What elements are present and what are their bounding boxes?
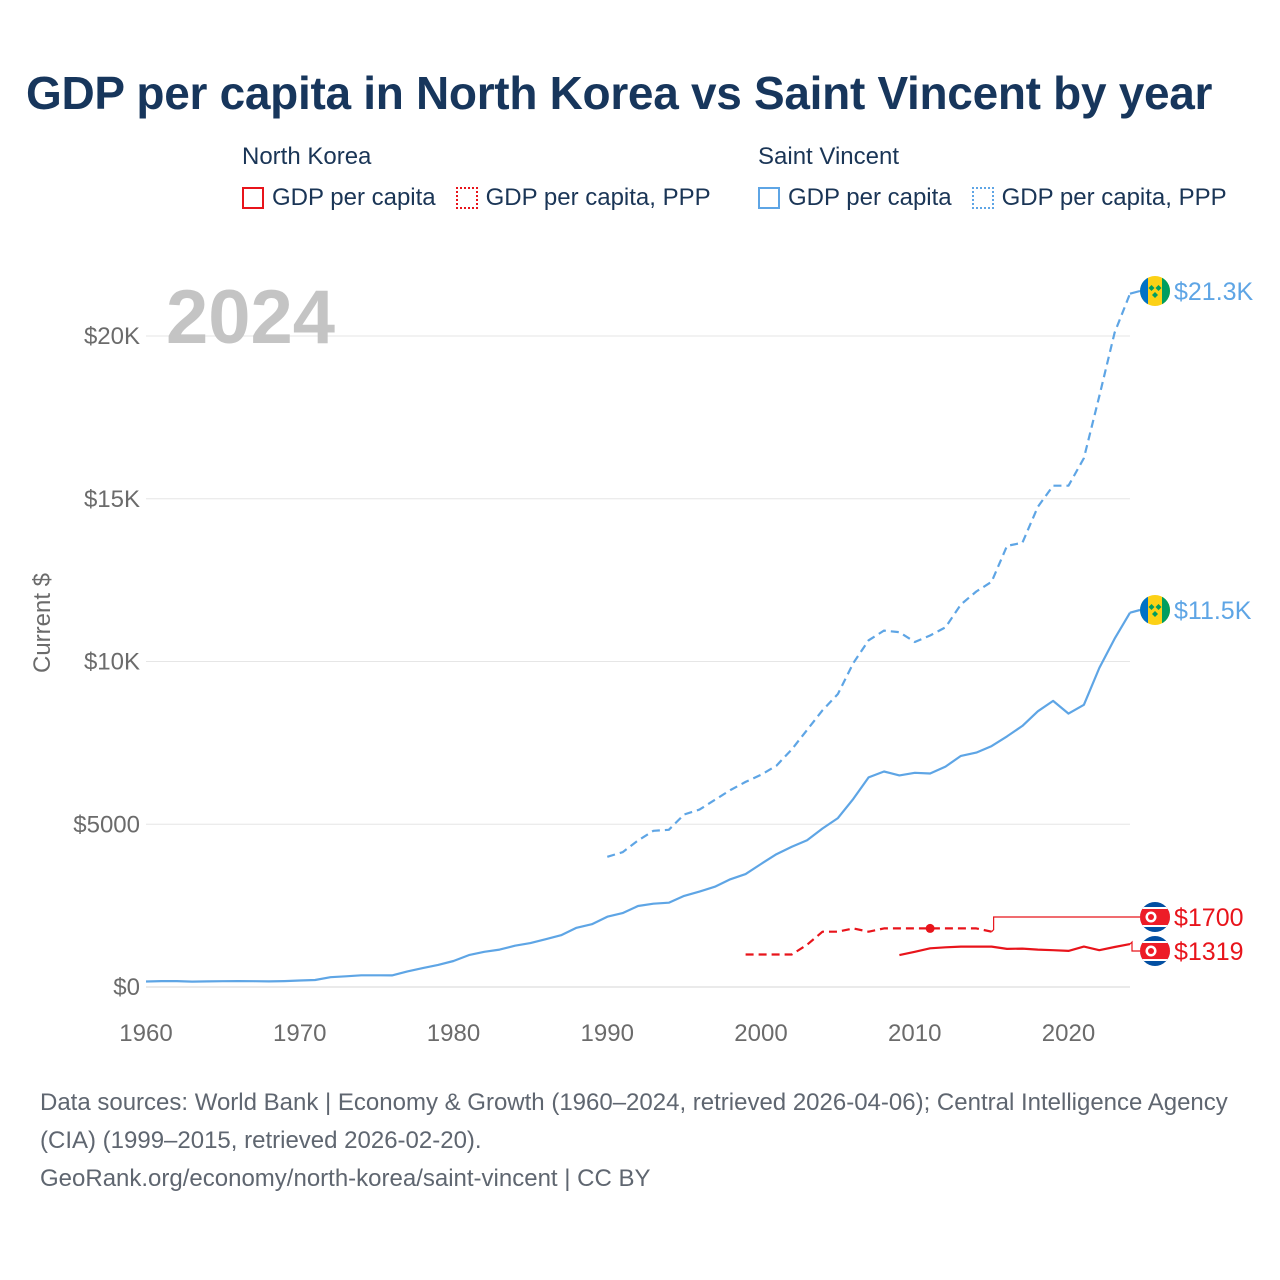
end-value-label: $1319 bbox=[1174, 938, 1244, 966]
end-value-label: $21.3K bbox=[1174, 278, 1254, 306]
legend-swatch-solid-icon bbox=[242, 187, 264, 209]
y-tick-label: $5000 bbox=[73, 811, 140, 838]
legend-swatch-solid-icon bbox=[758, 187, 780, 209]
x-tick-label: 2010 bbox=[888, 1020, 941, 1047]
y-tick-label: $10K bbox=[84, 649, 140, 676]
y-tick-label: $0 bbox=[113, 974, 140, 1001]
legend-swatch-dotted-icon bbox=[455, 187, 478, 209]
x-tick-label: 1960 bbox=[119, 1020, 172, 1047]
legend-label: GDP per capita, PPP bbox=[485, 184, 711, 211]
x-tick-label: 2000 bbox=[734, 1020, 787, 1047]
y-axis-label: Current $ bbox=[29, 573, 56, 673]
y-tick-label: $15K bbox=[84, 486, 140, 513]
end-label-leader bbox=[1129, 608, 1141, 614]
y-tick-label: $20K bbox=[84, 323, 140, 350]
source-link[interactable]: GeoRank.org/economy/north-korea/saint-vi… bbox=[40, 1165, 651, 1192]
end-label-leader bbox=[991, 916, 1140, 933]
x-tick-label: 1970 bbox=[273, 1020, 326, 1047]
series-highlight-point[interactable] bbox=[925, 923, 935, 933]
legend-item-saint-vincent-ppp[interactable]: GDP per capita, PPP bbox=[971, 184, 1227, 212]
year-watermark: 2024 bbox=[166, 275, 335, 360]
end-label-leader bbox=[1129, 940, 1140, 952]
end-label-leader bbox=[1129, 289, 1141, 295]
legend-item-north-korea-gdp[interactable]: GDP per capita bbox=[242, 184, 436, 212]
north-korea-flag-icon bbox=[1140, 902, 1170, 932]
legend-label: GDP per capita bbox=[272, 184, 436, 211]
legend-label: GDP per capita, PPP bbox=[1001, 184, 1227, 211]
saint-vincent-flag-icon bbox=[1140, 276, 1170, 306]
series-lines bbox=[145, 293, 1132, 983]
legend-item-north-korea-ppp[interactable]: GDP per capita, PPP bbox=[455, 184, 711, 212]
legend-north-korea: North Korea GDP per capita GDP per capit… bbox=[242, 142, 731, 212]
source-datasets: Data sources: World Bank | Economy & Gro… bbox=[40, 1089, 1228, 1154]
end-value-label: $1700 bbox=[1174, 904, 1244, 932]
series-line-north_korea-dashed[interactable] bbox=[745, 927, 992, 956]
series-line-north_korea-solid[interactable] bbox=[899, 943, 1131, 957]
north-korea-flag-icon bbox=[1140, 936, 1170, 966]
source-note: Data sources: World Bank | Economy & Gro… bbox=[40, 1084, 1250, 1198]
x-tick-label: 2020 bbox=[1042, 1020, 1095, 1047]
legend-saint-vincent: Saint Vincent GDP per capita GDP per cap… bbox=[758, 142, 1247, 212]
chart-title: GDP per capita in North Korea vs Saint V… bbox=[26, 67, 1213, 119]
saint-vincent-flag-icon bbox=[1140, 595, 1170, 625]
legend-label: GDP per capita bbox=[788, 184, 952, 211]
legend-swatch-dotted-icon bbox=[971, 187, 994, 209]
legend-country-saint-vincent: Saint Vincent bbox=[758, 143, 899, 170]
x-tick-label: 1980 bbox=[427, 1020, 480, 1047]
x-tick-label: 1990 bbox=[581, 1020, 634, 1047]
gridlines: $0 $5000 $10K $15K $20K 1960 1970 1980 1990 2000 2… bbox=[73, 323, 1130, 1047]
legend-item-saint-vincent-gdp[interactable]: GDP per capita bbox=[758, 184, 952, 212]
series-line-saint_vincent-dashed[interactable] bbox=[606, 293, 1132, 858]
series-line-saint_vincent-solid[interactable] bbox=[145, 612, 1131, 983]
end-labels: $11.5K $21.3K $1319 $1700 bbox=[991, 276, 1254, 966]
line-chart: $0 $5000 $10K $15K $20K 1960 1970 1980 1990 2000 2… bbox=[29, 275, 1254, 1047]
legend-country-north-korea: North Korea bbox=[242, 143, 372, 170]
end-value-label: $11.5K bbox=[1174, 597, 1252, 625]
